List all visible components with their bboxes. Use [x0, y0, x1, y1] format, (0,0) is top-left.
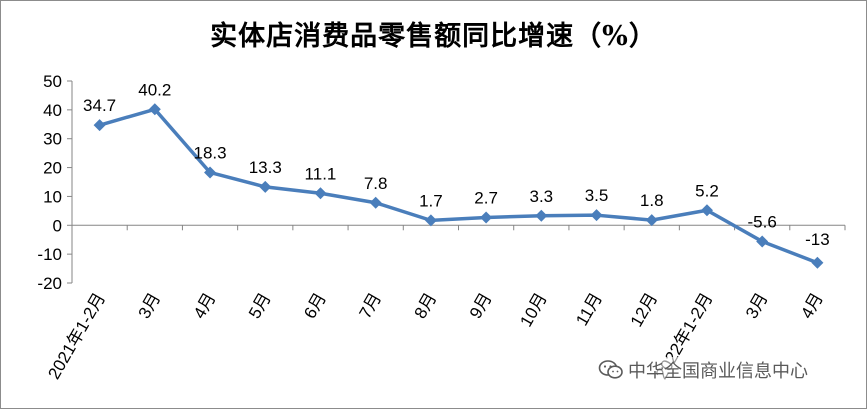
data-point [148, 103, 161, 116]
y-tick-label: -10 [37, 245, 62, 264]
y-tick-label: -20 [37, 274, 62, 293]
x-tick-label: 2021年1-2月 [44, 290, 109, 383]
watermark-text: 中华全国商业信息中心 [628, 361, 808, 382]
series-line [99, 107, 819, 265]
data-point [756, 235, 769, 248]
y-tick-label: 30 [43, 130, 62, 149]
data-point [424, 214, 437, 227]
y-tick-label: 10 [43, 187, 62, 206]
x-tick-label: 4月 [190, 290, 220, 322]
data-point [93, 119, 106, 132]
x-tick-label: 6月 [300, 290, 330, 322]
x-tick-label: 3月 [742, 290, 772, 322]
data-point [700, 204, 713, 217]
y-tick-label: 0 [53, 216, 62, 235]
x-tick-label: 9月 [466, 290, 496, 322]
x-tick-label: 3月 [135, 290, 165, 322]
chart-title: 实体店消费品零售额同比增速（%） [210, 21, 657, 52]
x-tick-label: 12月 [627, 290, 661, 331]
watermark: 中华全国商业信息中心 [598, 357, 808, 383]
x-tick-label: 8月 [411, 290, 441, 322]
data-label: -13 [805, 230, 830, 249]
data-label: 13.3 [249, 158, 282, 177]
data-label: -5.6 [748, 212, 777, 231]
y-tick-label: 20 [43, 159, 62, 178]
x-tick-label: 5月 [245, 290, 275, 322]
data-point [811, 256, 824, 269]
data-label: 1.8 [640, 191, 664, 210]
data-point [314, 187, 327, 200]
data-label: 3.5 [585, 186, 609, 205]
data-label: 18.3 [193, 143, 226, 162]
data-point [259, 180, 272, 193]
data-label: 40.2 [138, 80, 171, 99]
data-label: 5.2 [695, 181, 719, 200]
data-point [590, 209, 603, 222]
data-point [535, 209, 548, 222]
data-point [480, 211, 493, 224]
data-point [204, 166, 217, 179]
data-label: 7.8 [364, 174, 388, 193]
x-tick-label: 7月 [355, 290, 385, 322]
x-tick-label: 11月 [572, 290, 606, 330]
data-point [645, 214, 658, 227]
data-label: 3.3 [530, 187, 554, 206]
x-tick-label: 10月 [516, 290, 550, 331]
data-label: 11.1 [305, 164, 337, 183]
data-label: 34.7 [83, 96, 116, 115]
data-label: 2.7 [474, 188, 498, 207]
data-point [369, 196, 382, 209]
x-tick-label: 4月 [797, 290, 827, 322]
y-tick-label: 50 [43, 72, 62, 91]
data-label: 1.7 [419, 191, 443, 210]
wechat-icon [598, 360, 623, 379]
y-tick-label: 40 [43, 101, 62, 120]
